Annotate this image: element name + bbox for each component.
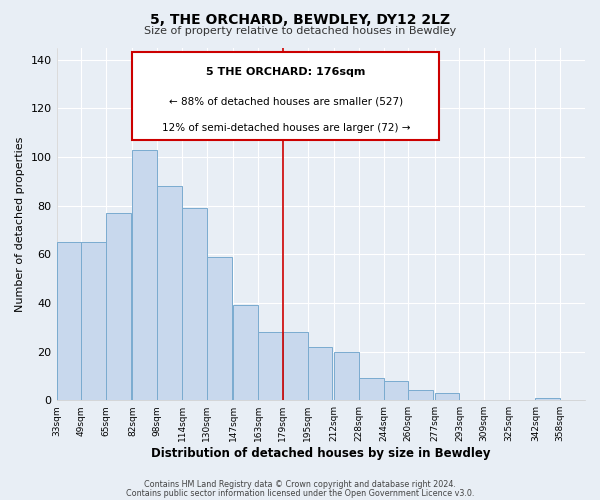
Bar <box>56 242 82 400</box>
Bar <box>106 213 131 400</box>
Bar <box>283 332 308 400</box>
Bar <box>258 332 283 400</box>
Text: Size of property relative to detached houses in Bewdley: Size of property relative to detached ho… <box>144 26 456 36</box>
Bar <box>409 390 433 400</box>
Bar <box>434 393 460 400</box>
Text: Contains public sector information licensed under the Open Government Licence v3: Contains public sector information licen… <box>126 488 474 498</box>
Text: 5 THE ORCHARD: 176sqm: 5 THE ORCHARD: 176sqm <box>206 67 365 77</box>
Bar <box>308 346 332 400</box>
Bar <box>334 352 359 400</box>
Text: 12% of semi-detached houses are larger (72) →: 12% of semi-detached houses are larger (… <box>161 123 410 133</box>
Bar <box>359 378 383 400</box>
Bar <box>157 186 182 400</box>
Y-axis label: Number of detached properties: Number of detached properties <box>15 136 25 312</box>
Bar <box>133 150 157 400</box>
X-axis label: Distribution of detached houses by size in Bewdley: Distribution of detached houses by size … <box>151 447 491 460</box>
Bar <box>535 398 560 400</box>
Text: 5, THE ORCHARD, BEWDLEY, DY12 2LZ: 5, THE ORCHARD, BEWDLEY, DY12 2LZ <box>150 12 450 26</box>
Bar <box>207 256 232 400</box>
Bar <box>383 380 409 400</box>
Text: ← 88% of detached houses are smaller (527): ← 88% of detached houses are smaller (52… <box>169 96 403 106</box>
Bar <box>133 52 439 140</box>
Bar <box>182 208 207 400</box>
Text: Contains HM Land Registry data © Crown copyright and database right 2024.: Contains HM Land Registry data © Crown c… <box>144 480 456 489</box>
Bar <box>233 306 258 400</box>
Bar <box>82 242 106 400</box>
